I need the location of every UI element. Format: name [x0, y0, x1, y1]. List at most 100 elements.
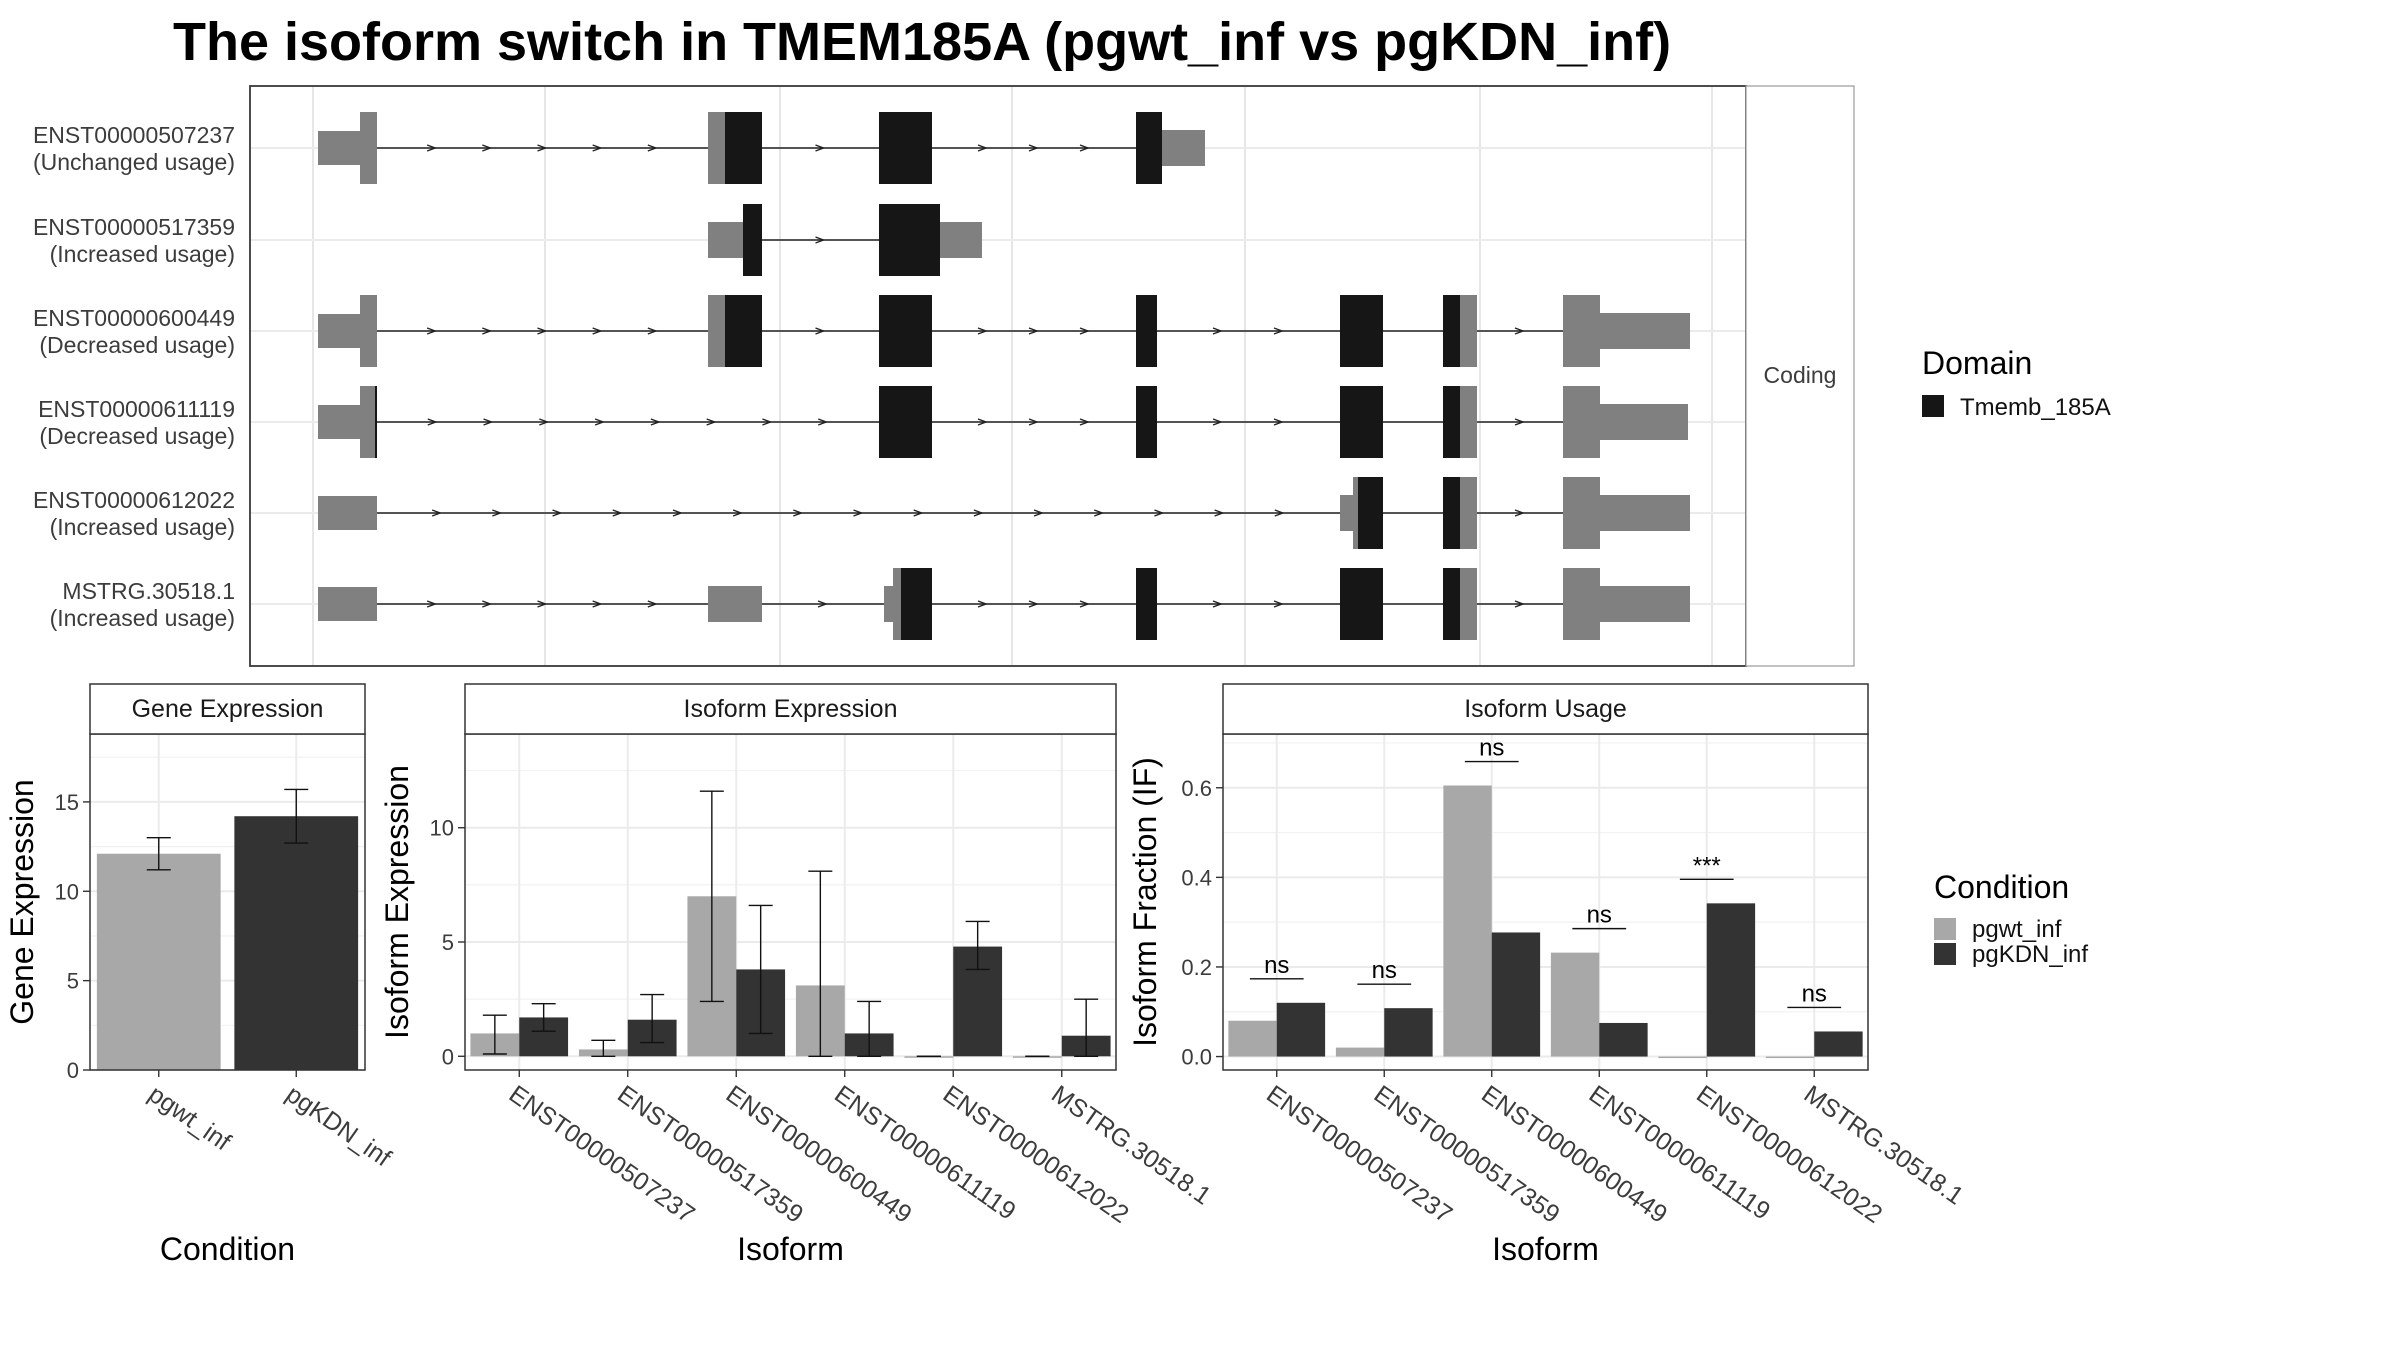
bar — [1765, 1056, 1815, 1059]
panel-strip-title: Isoform Expression — [684, 695, 898, 723]
domain-exon — [879, 112, 932, 184]
significance-label: ns — [1802, 980, 1827, 1007]
intron-direction-arrow — [1079, 600, 1090, 608]
intron-direction-arrow — [1274, 509, 1285, 517]
y-tick-label: 15 — [55, 790, 79, 815]
isoform-usage-chart: ns ns ns ns *** ns Isoform Usage 0.0 0.2 0.4 0.6 EN… — [1127, 683, 1969, 1267]
bar — [1491, 932, 1541, 1057]
intron-direction-arrow — [1094, 509, 1105, 517]
intron-direction-arrow — [431, 509, 443, 517]
x-tick-label: pgKDN_inf — [281, 1080, 396, 1172]
y-axis-title: Gene Expression — [4, 779, 40, 1024]
domain-exon — [725, 112, 762, 184]
intron-direction-arrow — [672, 509, 683, 517]
non-domain-exon — [940, 222, 982, 258]
intron-direction-arrow — [1079, 327, 1090, 335]
non-domain-exon — [1162, 130, 1205, 166]
intron-direction-arrow — [732, 509, 744, 517]
condition-legend-key-1 — [1934, 918, 1956, 940]
bar — [1384, 1008, 1433, 1057]
x-tick-label: ENST00000507237 — [504, 1080, 700, 1229]
intron-direction-arrow — [815, 236, 826, 244]
non-domain-exon — [708, 295, 725, 367]
domain-exon — [743, 204, 762, 276]
non-domain-exon — [318, 131, 360, 165]
intron-direction-arrow — [1154, 509, 1165, 517]
non-domain-exon — [318, 405, 360, 439]
transcript-track-3 — [318, 295, 1690, 367]
domain-exon — [879, 204, 940, 276]
isoform-label-id: ENST00000507237 — [33, 122, 235, 148]
non-domain-exon — [1563, 477, 1600, 549]
figure-title: The isoform switch in TMEM185A (pgwt_inf… — [173, 12, 1671, 72]
x-tick-label: ENST00000612022 — [1691, 1080, 1887, 1229]
non-domain-exon — [360, 112, 377, 184]
intron-direction-arrow — [1273, 327, 1284, 335]
domain-exon — [725, 295, 762, 367]
non-domain-exon — [1600, 586, 1690, 622]
intron-direction-arrow — [1514, 509, 1525, 517]
intron-direction-arrow — [1079, 418, 1090, 426]
intron-direction-arrow — [1212, 327, 1223, 335]
isoform-label-id: ENST00000600449 — [33, 305, 235, 331]
isoform-label-usage: (Decreased usage) — [39, 423, 235, 449]
y-tick-label: 0 — [442, 1044, 454, 1069]
non-domain-exon — [1460, 568, 1477, 640]
intron-direction-arrow — [1028, 144, 1039, 152]
intron-direction-arrow — [762, 418, 773, 426]
bar — [234, 816, 359, 1070]
intron-direction-arrow — [612, 509, 623, 517]
significance-label: ns — [1372, 957, 1397, 984]
non-domain-exon — [1460, 386, 1477, 458]
domain-exon — [1443, 295, 1460, 367]
domain-exon — [1136, 295, 1157, 367]
intron-direction-arrow — [537, 144, 548, 152]
isoform-label-id: ENST00000612022 — [33, 487, 235, 513]
bar — [1706, 903, 1756, 1057]
intron-direction-arrow — [427, 418, 438, 426]
non-domain-exon — [708, 112, 725, 184]
intron-direction-arrow — [650, 418, 661, 426]
intron-direction-arrow — [1212, 600, 1223, 608]
non-domain-exon — [360, 295, 377, 367]
domain-exon — [1443, 568, 1460, 640]
gene-expression-chart: Gene Expression 0 5 10 15 pgwt_inf pgKDN_inf Co… — [4, 683, 396, 1267]
bar — [1814, 1031, 1863, 1057]
intron-direction-arrow — [647, 600, 658, 608]
domain-exon — [879, 386, 932, 458]
non-domain-exon — [318, 314, 360, 348]
isoform-label-id: ENST00000517359 — [33, 214, 235, 240]
intron-direction-arrow — [426, 144, 438, 152]
condition-legend-title: Condition — [1934, 869, 2069, 905]
domain-legend-key — [1922, 395, 1944, 417]
y-tick-label: 0.4 — [1181, 865, 1212, 890]
panel-strip — [464, 683, 1117, 735]
condition-legend-key-2 — [1934, 943, 1956, 965]
y-tick-label: 5 — [442, 930, 454, 955]
x-tick-label: ENST00000517359 — [612, 1080, 808, 1229]
intron-direction-arrow — [1514, 600, 1525, 608]
bar — [96, 853, 221, 1070]
intron-direction-arrow — [482, 600, 493, 608]
transcript-track-2 — [708, 204, 982, 276]
non-domain-exon — [1563, 295, 1600, 367]
domain-exon — [1358, 477, 1383, 549]
bar — [1335, 1047, 1385, 1057]
y-tick-label: 10 — [430, 816, 454, 841]
domain-legend: Domain Tmemb_185A — [1922, 345, 2111, 421]
transcript-track-4 — [318, 386, 1688, 458]
intron-direction-arrow — [492, 509, 503, 517]
transcript-track-6 — [318, 568, 1690, 640]
isoform-labels: ENST00000507237(Unchanged usage) ENST0000… — [33, 122, 235, 631]
intron-direction-arrow — [977, 600, 988, 608]
intron-direction-arrow — [592, 327, 603, 335]
intron-direction-arrow — [1273, 600, 1284, 608]
isoform-label-usage: (Unchanged usage) — [33, 149, 235, 175]
bar — [1276, 1002, 1326, 1057]
non-domain-exon — [1353, 477, 1358, 549]
significance-label: *** — [1693, 852, 1721, 879]
x-axis-title: Condition — [160, 1231, 295, 1267]
intron-direction-arrow — [594, 418, 606, 426]
x-axis-title: Isoform — [737, 1231, 844, 1267]
bar — [1228, 1020, 1277, 1057]
